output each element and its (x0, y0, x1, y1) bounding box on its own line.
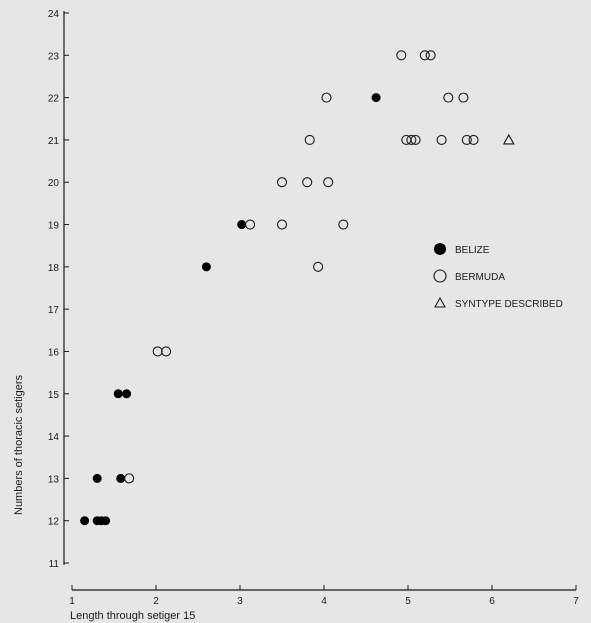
y-tick-label: 16 (48, 347, 60, 358)
x-tick-label: 4 (321, 596, 327, 607)
bermuda-point (396, 50, 407, 61)
y-tick-label: 22 (48, 94, 60, 105)
bermuda-point (276, 177, 288, 188)
x-axis-label: Length through setiger 15 (70, 610, 195, 622)
bermuda-point (410, 134, 421, 145)
belize-point (201, 262, 211, 272)
bermuda-point (304, 134, 315, 145)
bermuda-point (419, 50, 430, 61)
belize-point (80, 516, 90, 526)
belize-point (122, 389, 132, 399)
belize-point (113, 389, 123, 399)
y-tick-label: 21 (48, 136, 60, 147)
bermuda-point (425, 50, 436, 61)
legend-marker-belize (434, 243, 446, 255)
y-tick-label: 14 (48, 432, 60, 443)
legend-label-syntype-described: SYNTYPE DESCRIBED (455, 299, 563, 310)
y-axis-ticks: 11 12 13 14 15 16 17 18 19 20 21 22 23 24 (48, 9, 69, 570)
x-tick-label: 6 (489, 596, 495, 607)
x-tick-label: 2 (153, 596, 159, 607)
data-points (80, 50, 515, 526)
x-tick-label: 1 (69, 596, 75, 607)
bermuda-point (406, 134, 417, 145)
y-tick-label: 23 (48, 51, 60, 62)
y-tick-label: 17 (48, 305, 60, 316)
belize-point (116, 473, 126, 483)
legend-marker-bermuda (433, 269, 447, 283)
bermuda-point (152, 346, 163, 357)
bermuda-point (436, 134, 447, 145)
belize-point (371, 93, 381, 103)
y-tick-label: 15 (48, 390, 60, 401)
bermuda-point (468, 134, 479, 145)
x-tick-label: 5 (405, 596, 411, 607)
x-axis-ticks: 1 2 3 4 5 6 7 (69, 585, 579, 607)
bermuda-point (313, 261, 324, 272)
legend-label-belize: BELIZE (455, 245, 490, 256)
belize-point (101, 516, 111, 526)
bermuda-point (323, 177, 334, 188)
bermuda-point (458, 92, 469, 103)
y-tick-label: 12 (48, 517, 60, 528)
bermuda-point (321, 92, 332, 103)
bermuda-point (338, 219, 349, 230)
bermuda-point (245, 219, 256, 230)
y-tick-label: 13 (48, 474, 60, 485)
y-tick-label: 19 (48, 221, 60, 232)
y-tick-label: 20 (48, 178, 60, 189)
y-tick-label: 24 (48, 9, 60, 20)
legend: BELIZE BERMUDA SYNTYPE DESCRIBED (433, 243, 563, 310)
legend-marker-syntype-described (434, 296, 446, 308)
belize-point (237, 220, 247, 230)
bermuda-point (443, 92, 454, 103)
legend-label-bermuda: BERMUDA (455, 272, 505, 283)
syntype-described-point (502, 133, 515, 145)
y-tick-label: 11 (49, 559, 60, 570)
x-tick-label: 3 (237, 596, 243, 607)
x-tick-label: 7 (573, 596, 579, 607)
y-tick-label: 18 (48, 263, 60, 274)
bermuda-point (124, 473, 135, 484)
bermuda-point (302, 177, 313, 188)
belize-point (92, 473, 102, 483)
bermuda-point (161, 346, 172, 357)
bermuda-point (461, 134, 472, 145)
y-axis-label: Numbers of thoracic setigers (13, 375, 25, 515)
bermuda-point (276, 219, 288, 230)
